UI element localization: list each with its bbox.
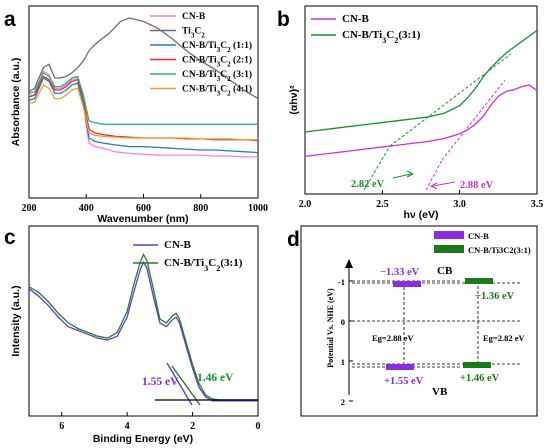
panel-d-yaxis-arrow bbox=[345, 259, 353, 268]
panel-c-xtick-label: 4 bbox=[125, 421, 130, 432]
panel-c-ylabel: Intensity (a.u.) bbox=[10, 285, 22, 356]
panel-d-eg-label-1: Eg=2.88 eV bbox=[372, 333, 415, 343]
panel-c-series-cn-b-ti3c2-3-1 bbox=[28, 253, 258, 401]
panel-d-legend-swatch-1 bbox=[434, 231, 464, 239]
panel-b-arrow-b bbox=[432, 181, 456, 187]
panel-a-legend-cn-b: CN-B bbox=[182, 12, 206, 22]
panel-c-legend-cn-b-ti3c2-3-1: CN-B/Ti3C2(3:1) bbox=[164, 257, 243, 273]
panel-c-tangent-a bbox=[166, 362, 193, 406]
panel-c-annotation-1: 1.55 eV bbox=[142, 376, 179, 388]
panel-a-xtick-label: 1000 bbox=[248, 203, 268, 214]
panel-a: a 200 400 600 800 1000 Wavenumber (nm) Absor… bbox=[4, 5, 268, 225]
panel-d: d CN-B CN-B/Ti3C2(3:1) -1 0 1 2 Potential V… bbox=[287, 225, 538, 417]
panel-a-xtick-label: 200 bbox=[22, 203, 37, 214]
panel-b-xtick-label: 2.0 bbox=[299, 199, 312, 210]
panel-b-tangent-b bbox=[389, 53, 512, 147]
panel-c-xtick-label: 2 bbox=[190, 421, 195, 432]
panel-a-label: a bbox=[4, 8, 16, 31]
panel-a-legend-cn-b-ti3c2-4-1: CN-B/Ti3C2 (4:1) bbox=[182, 84, 252, 98]
panel-d-eg-label-2: Eg=2.82 eV bbox=[483, 333, 526, 343]
panel-d-legend-2: CN-B/Ti3C2(3:1) bbox=[468, 245, 531, 255]
panel-c-xtick-label: 6 bbox=[59, 421, 64, 432]
panel-b-ylabel: (αhν)² bbox=[288, 85, 300, 115]
panel-d-cb-label-2: −1.36 eV bbox=[475, 291, 515, 302]
panel-d-ytick-label: -1 bbox=[338, 277, 345, 287]
panel-b-frame bbox=[304, 5, 538, 195]
panel-d-ytick-label: 2 bbox=[341, 397, 345, 407]
panel-d-label: d bbox=[287, 228, 300, 251]
panel-b-annotation-2: 2.88 eV bbox=[460, 180, 494, 191]
panel-d-frame bbox=[300, 225, 538, 417]
panel-b-xlabel: hν (eV) bbox=[403, 209, 438, 221]
panel-d-legend-1: CN-B bbox=[468, 231, 489, 241]
panel-d-ytick-label: 1 bbox=[341, 357, 345, 367]
panel-a-series-cn-b-ti3c2-3-1 bbox=[28, 71, 258, 125]
panel-b-series-cn-b-ti3c2-3-1 bbox=[304, 29, 538, 133]
panel-b-label: b bbox=[277, 8, 290, 31]
panel-a-ylabel: Absorbance (a.u.) bbox=[10, 58, 22, 147]
panel-c-annotation-2: 1.46 eV bbox=[197, 372, 234, 384]
panel-b-series-cn-b bbox=[304, 84, 538, 158]
panel-d-cb-text: CB bbox=[437, 265, 453, 277]
panel-d-ylabel: Potential Vs. NHE (eV) bbox=[326, 288, 335, 368]
panel-c-label: c bbox=[4, 226, 16, 249]
panel-b-xtick-label: 3.0 bbox=[453, 199, 466, 210]
panel-d-ytick-label: 0 bbox=[341, 317, 345, 327]
panel-b-tangent-c bbox=[425, 159, 443, 191]
panel-b-xtick-label: 2.5 bbox=[376, 199, 389, 210]
panel-d-cb-label-1: −1.33 eV bbox=[380, 267, 420, 278]
panel-a-legend-ti3c2: Ti3C2 bbox=[182, 27, 205, 40]
panel-a-legend-cn-b-ti3c2-3-1: CN-B/Ti3C2 (3:1) bbox=[182, 69, 252, 83]
panel-a-legend-cn-b-ti3c2-1-1: CN-B/Ti3C2 (1:1) bbox=[182, 40, 252, 54]
panel-c-series-cn-b bbox=[28, 260, 258, 402]
panel-d-vb-bar-1 bbox=[386, 364, 414, 370]
panel-a-series-cn-b-ti3c2-4-1 bbox=[28, 83, 258, 141]
panel-a-series-ti3c2 bbox=[28, 17, 259, 100]
panel-b-tangent-a bbox=[363, 145, 391, 191]
panel-a-series-cn-b-ti3c2-1-1 bbox=[28, 77, 259, 154]
panel-c-xlabel: Binding Energy (eV) bbox=[93, 433, 193, 445]
panel-a-xlabel: Wavenumber (nm) bbox=[97, 213, 188, 225]
panel-d-vb-label-2: +1.46 eV bbox=[460, 373, 500, 384]
panel-b: b 2.0 2.5 3.0 3.5 hν (eV) (αhν)² CN-B CN-B/T… bbox=[277, 5, 544, 221]
panel-b-xtick-label: 3.5 bbox=[531, 199, 544, 210]
panel-a-series-cn-b bbox=[29, 70, 258, 158]
panel-c-legend-cn-b: CN-B bbox=[164, 239, 192, 251]
panel-a-xtick-label: 400 bbox=[79, 203, 94, 214]
panel-b-annotation-1: 2.82 eV bbox=[351, 179, 385, 190]
panel-b-arrow-a bbox=[392, 173, 412, 179]
panel-b-arrow-a-head bbox=[406, 170, 415, 178]
panel-d-vb-label-1: +1.55 eV bbox=[384, 376, 424, 387]
panel-c-xtick-label: 0 bbox=[256, 421, 261, 432]
panel-d-vb-bar-2 bbox=[463, 362, 491, 368]
panel-d-cb-bar-2 bbox=[465, 278, 493, 284]
panel-c: c 6 4 2 0 Binding Energy (eV) Intensity (a.… bbox=[4, 225, 261, 445]
panel-b-legend-cn-b-ti3c2-3-1: CN-B/Ti3C2(3:1) bbox=[342, 29, 421, 45]
panel-a-xtick-label: 600 bbox=[136, 203, 151, 214]
panel-d-cb-bar-1 bbox=[393, 281, 421, 287]
panel-d-vb-text: VB bbox=[432, 386, 448, 398]
panel-c-frame bbox=[28, 225, 259, 417]
panel-a-frame bbox=[28, 5, 259, 199]
panel-c-tangent-b bbox=[171, 365, 201, 406]
panel-b-legend-cn-b: CN-B bbox=[342, 13, 370, 25]
panel-b-arrow-b-head bbox=[429, 182, 438, 190]
panel-a-xtick-label: 800 bbox=[193, 203, 208, 214]
panel-d-legend-swatch-2 bbox=[434, 245, 464, 253]
panel-a-legend-cn-b-ti3c2-2-1: CN-B/Ti3C2 (2:1) bbox=[182, 55, 252, 69]
panel-b-tangent-d bbox=[441, 79, 506, 161]
